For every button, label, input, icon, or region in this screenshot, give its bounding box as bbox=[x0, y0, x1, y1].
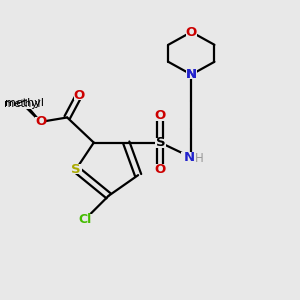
FancyBboxPatch shape bbox=[186, 70, 197, 79]
FancyBboxPatch shape bbox=[35, 117, 46, 127]
FancyBboxPatch shape bbox=[10, 97, 36, 106]
Text: O: O bbox=[155, 110, 166, 122]
FancyBboxPatch shape bbox=[74, 91, 84, 100]
FancyBboxPatch shape bbox=[77, 214, 92, 224]
FancyBboxPatch shape bbox=[10, 98, 34, 109]
Text: O: O bbox=[155, 163, 166, 176]
FancyBboxPatch shape bbox=[155, 138, 166, 148]
Text: methyl: methyl bbox=[5, 98, 44, 108]
FancyBboxPatch shape bbox=[70, 164, 82, 174]
Text: N: N bbox=[186, 68, 197, 81]
Text: S: S bbox=[71, 163, 81, 176]
FancyBboxPatch shape bbox=[181, 152, 202, 163]
FancyBboxPatch shape bbox=[8, 98, 41, 108]
Text: O: O bbox=[186, 26, 197, 38]
FancyBboxPatch shape bbox=[186, 70, 197, 79]
Text: N: N bbox=[186, 68, 197, 81]
Text: methyl: methyl bbox=[4, 99, 40, 109]
Text: O: O bbox=[35, 116, 46, 128]
FancyBboxPatch shape bbox=[155, 164, 166, 174]
FancyBboxPatch shape bbox=[155, 111, 166, 121]
FancyBboxPatch shape bbox=[186, 27, 197, 37]
Text: Cl: Cl bbox=[78, 213, 92, 226]
Text: H: H bbox=[195, 152, 204, 165]
Text: N: N bbox=[183, 151, 195, 164]
Text: O: O bbox=[74, 89, 85, 102]
Text: S: S bbox=[155, 136, 165, 149]
